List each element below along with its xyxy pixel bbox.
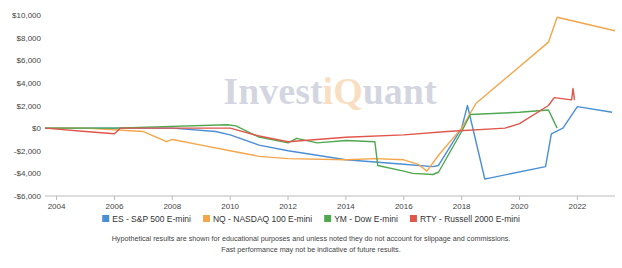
x-tick-label: 2014 — [337, 202, 355, 211]
legend-label: ES - S&P 500 E-mini — [112, 214, 191, 224]
watermark-part: Invest — [223, 70, 323, 112]
y-tick — [42, 37, 45, 38]
x-tick-label: 2004 — [48, 202, 66, 211]
legend-swatch — [410, 215, 417, 222]
y-tick — [42, 196, 45, 197]
x-tick-label: 2012 — [279, 202, 297, 211]
x-tick-label: 2022 — [568, 202, 586, 211]
x-tick — [577, 196, 578, 200]
watermark: InvestiQuant — [223, 70, 437, 112]
y-tick-label: $2,000 — [17, 102, 42, 111]
y-tick — [42, 173, 45, 174]
x-tick-label: 2018 — [453, 202, 471, 211]
x-tick — [230, 196, 231, 200]
x-tick — [172, 196, 173, 200]
x-tick-label: 2008 — [163, 202, 181, 211]
y-tick-label: $0 — [32, 124, 41, 133]
watermark-part: uant — [363, 70, 437, 112]
y-tick — [42, 82, 45, 83]
y-tick — [42, 15, 45, 16]
y-tick-label: -$6,000 — [14, 192, 42, 201]
x-tick-label: 2016 — [395, 202, 413, 211]
series-line — [45, 17, 615, 171]
legend-label: NQ - NASDAQ 100 E-mini — [213, 214, 312, 224]
y-tick-label: -$4,000 — [14, 169, 42, 178]
x-axis-line — [45, 196, 615, 197]
x-tick — [345, 196, 346, 200]
series-line — [45, 110, 557, 174]
x-tick — [461, 196, 462, 200]
y-tick-label: $8,000 — [17, 34, 42, 43]
x-tick-label: 2010 — [221, 202, 239, 211]
y-tick-label: $10,000 — [12, 11, 41, 20]
series-line — [45, 106, 612, 180]
legend-label: RTY - Russell 2000 E-mini — [420, 214, 520, 224]
legend-label: YM - Dow E-mini — [334, 214, 398, 224]
x-tick — [56, 196, 57, 200]
x-tick-label: 2020 — [511, 202, 529, 211]
x-tick-label: 2006 — [106, 202, 124, 211]
y-tick — [42, 60, 45, 61]
y-tick — [42, 150, 45, 151]
x-tick — [288, 196, 289, 200]
legend-swatch — [324, 215, 331, 222]
x-tick — [519, 196, 520, 200]
footnote: Fast performance may not be indicative o… — [221, 245, 400, 254]
y-tick — [42, 105, 45, 106]
chart: InvestiQuant $10,000 $8,000 $6,000 $4,000 $2,… — [0, 0, 622, 268]
footnote: Hypothetical results are shown for educa… — [112, 234, 511, 243]
x-tick — [403, 196, 404, 200]
legend-swatch — [203, 215, 210, 222]
x-tick — [114, 196, 115, 200]
legend: ES - S&P 500 E-mini NQ - NASDAQ 100 E-min… — [102, 214, 520, 224]
y-tick — [42, 128, 45, 129]
legend-swatch — [102, 215, 109, 222]
y-tick-label: -$2,000 — [14, 147, 42, 156]
watermark-part: iQ — [323, 70, 363, 112]
series-line — [45, 89, 574, 142]
y-tick-label: $4,000 — [17, 79, 42, 88]
y-tick-label: $6,000 — [17, 56, 42, 65]
plot-area — [45, 17, 615, 179]
